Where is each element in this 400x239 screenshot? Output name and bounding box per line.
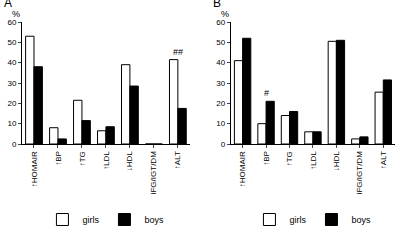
svg-text:↑BP: ↑BP	[262, 151, 271, 166]
svg-text:↓HDL: ↓HDL	[126, 151, 135, 172]
svg-text:40: 40	[7, 58, 16, 67]
svg-text:0: 0	[12, 140, 17, 149]
svg-text:IFG/IGT/DM: IFG/IGT/DM	[149, 151, 158, 195]
svg-text:girls: girls	[82, 215, 99, 225]
svg-text:40: 40	[216, 58, 225, 67]
svg-text:50: 50	[216, 38, 225, 47]
svg-text:↑HOMAIR: ↑HOMAIR	[30, 151, 39, 187]
svg-text:boys: boys	[144, 215, 164, 225]
svg-text:30: 30	[7, 79, 16, 88]
svg-text:##: ##	[173, 47, 183, 57]
svg-text:↑ALT: ↑ALT	[379, 151, 388, 169]
svg-text:A: A	[4, 0, 12, 10]
svg-text:#: #	[264, 88, 269, 98]
svg-text:↑LDL: ↑LDL	[309, 151, 318, 170]
svg-text:%: %	[221, 9, 229, 19]
svg-text:60: 60	[216, 18, 225, 27]
svg-text:50: 50	[7, 38, 16, 47]
svg-text:B: B	[213, 0, 221, 10]
svg-text:%: %	[12, 9, 20, 19]
svg-text:↑LDL: ↑LDL	[102, 151, 111, 170]
svg-text:↓HDL: ↓HDL	[332, 151, 341, 172]
svg-text:↑HOMAIR: ↑HOMAIR	[238, 151, 247, 187]
svg-text:20: 20	[216, 99, 225, 108]
svg-text:boys: boys	[351, 215, 371, 225]
svg-text:↑TG: ↑TG	[78, 151, 87, 166]
svg-text:0: 0	[221, 140, 226, 149]
svg-text:30: 30	[216, 79, 225, 88]
svg-text:girls: girls	[289, 215, 306, 225]
svg-text:60: 60	[7, 18, 16, 27]
svg-text:IFG/IGT/DM: IFG/IGT/DM	[355, 151, 364, 195]
svg-text:↑TG: ↑TG	[285, 151, 294, 166]
svg-text:10: 10	[216, 119, 225, 128]
svg-text:↑BP: ↑BP	[54, 151, 63, 166]
svg-text:↑ALT: ↑ALT	[173, 151, 182, 169]
svg-text:20: 20	[7, 99, 16, 108]
svg-text:10: 10	[7, 119, 16, 128]
